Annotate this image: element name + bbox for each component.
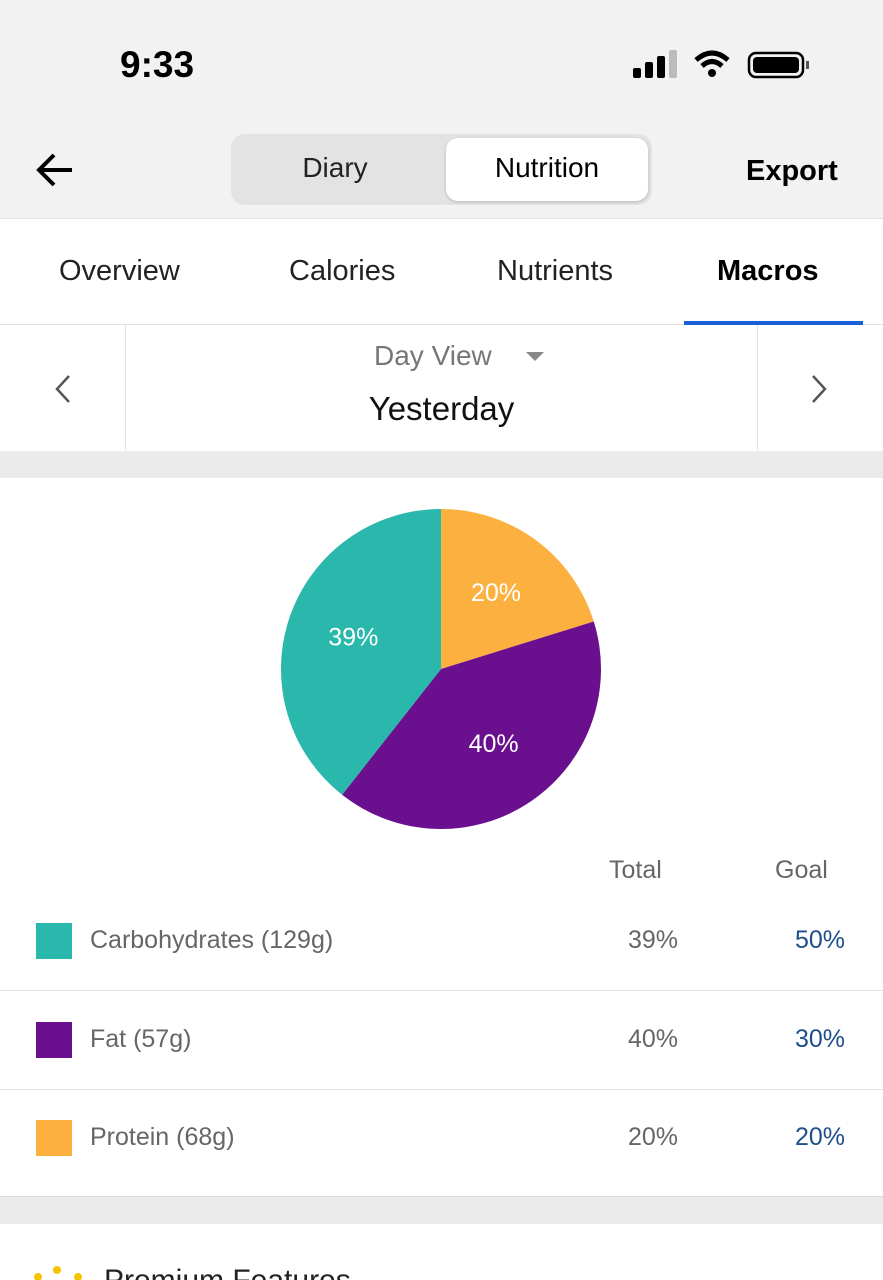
- segment-selected: [446, 138, 648, 201]
- tab[interactable]: Overview: [59, 255, 180, 287]
- view-selector[interactable]: Day View: [374, 340, 492, 371]
- prev-button[interactable]: [52, 373, 74, 405]
- divider: [125, 325, 126, 450]
- color-swatch: [36, 1021, 72, 1058]
- clock: 9:33: [120, 44, 195, 85]
- row-divider: [0, 1088, 883, 1090]
- section-title: Premium Features: [104, 1264, 351, 1280]
- segment[interactable]: Diary: [302, 152, 368, 183]
- tab-underline: [684, 321, 863, 325]
- status-icons: [633, 50, 809, 79]
- macro-name: Protein (68g): [90, 1123, 235, 1151]
- pie-chart: 20% 40% 39%: [281, 509, 601, 829]
- tab[interactable]: Nutrients: [497, 255, 614, 287]
- tab[interactable]: Macros: [717, 255, 819, 287]
- separator: [0, 1196, 883, 1224]
- slice-label: 20%: [471, 579, 521, 607]
- macro-total: 20%: [627, 1123, 678, 1151]
- color-swatch: [36, 923, 72, 959]
- date-label: Yesterday: [368, 390, 515, 427]
- next-button[interactable]: [808, 373, 830, 405]
- slice-label: 40%: [469, 730, 519, 758]
- macro-name: Fat (57g): [90, 1024, 192, 1053]
- separator: [0, 451, 883, 478]
- macro-total: 40%: [627, 1024, 678, 1053]
- macro-name: Carbohydrates (129g): [90, 926, 334, 954]
- export-button[interactable]: Export: [746, 155, 838, 187]
- segment[interactable]: Nutrition: [494, 152, 600, 183]
- premium-icon: [34, 1266, 82, 1280]
- pie-slice: [441, 509, 594, 669]
- column-header: Goal: [775, 856, 828, 884]
- divider: [757, 325, 758, 450]
- dropdown-icon: [526, 352, 544, 361]
- pie-slice: [281, 509, 441, 795]
- row-divider: [0, 990, 883, 991]
- macro-goal: 20%: [794, 1123, 845, 1151]
- tab[interactable]: Calories: [289, 255, 396, 287]
- back-button[interactable]: [34, 150, 76, 190]
- macro-goal: 50%: [794, 926, 845, 954]
- column-header: Total: [609, 856, 662, 884]
- pie-slice: [342, 621, 601, 829]
- macro-total: 39%: [627, 926, 678, 954]
- color-swatch: [36, 1120, 72, 1156]
- macro-goal: 30%: [794, 1024, 845, 1053]
- slice-label: 39%: [328, 623, 378, 651]
